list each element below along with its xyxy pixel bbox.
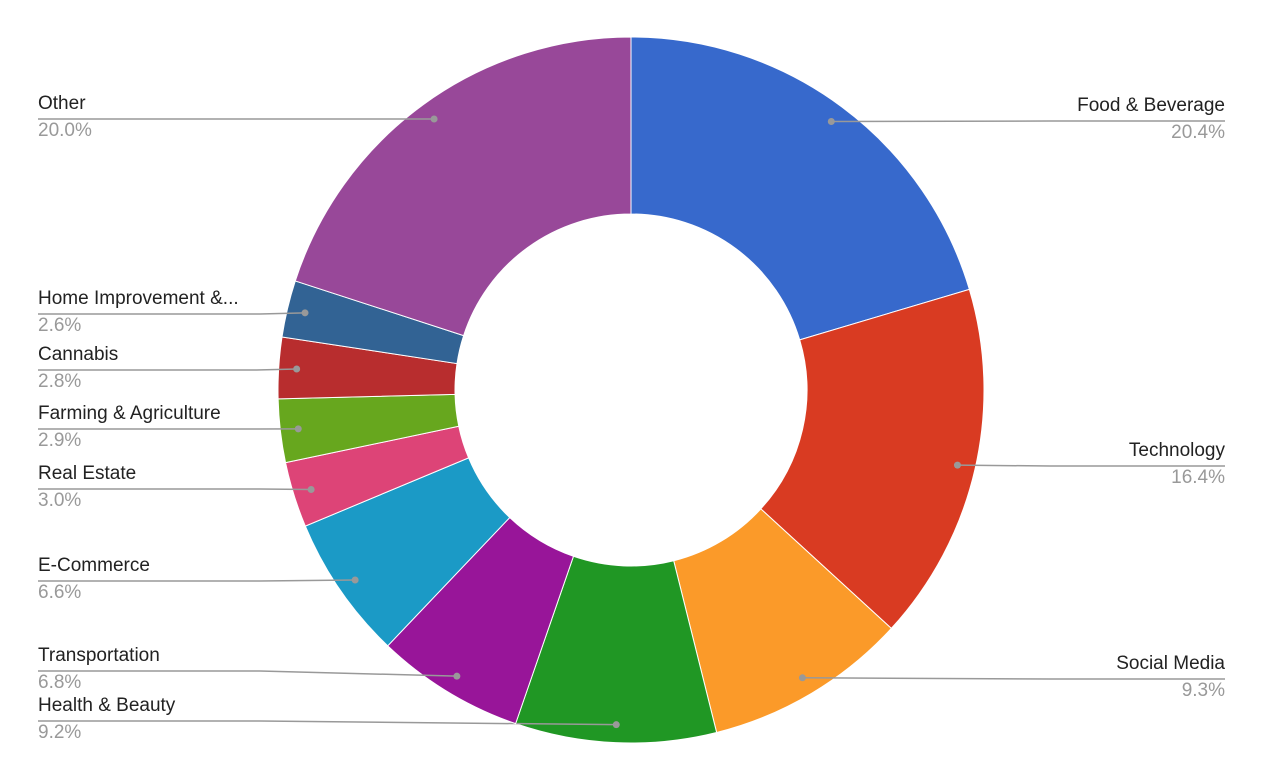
leader-dot [953, 461, 961, 469]
slice-label: Health & Beauty [38, 695, 176, 716]
slice-value-label: 20.4% [1171, 122, 1225, 143]
leader-line [38, 670, 457, 677]
leader-line [38, 720, 617, 726]
leader-dot [307, 486, 315, 494]
leader-line [38, 312, 306, 315]
slice-label: Home Improvement &... [38, 288, 239, 309]
slice-value-label: 2.6% [38, 315, 81, 336]
leader-dot [453, 672, 461, 680]
slice-label: Other [38, 93, 86, 114]
slice-label: Transportation [38, 645, 160, 666]
leader-line [38, 368, 297, 371]
slice-label: Real Estate [38, 463, 136, 484]
slice-value-label: 6.8% [38, 672, 81, 693]
slice-value-label: 20.0% [38, 120, 92, 141]
slice-label: Social Media [1116, 653, 1225, 674]
slice-label: Cannabis [38, 344, 118, 365]
leader-dot [798, 674, 806, 682]
leader-line [957, 464, 1225, 467]
slice-value-label: 9.3% [1182, 680, 1225, 701]
slice-label: Farming & Agriculture [38, 403, 221, 424]
slice-label: Food & Beverage [1077, 95, 1225, 116]
leader-dot [612, 721, 620, 729]
leader-dot [430, 115, 438, 123]
leader-line [38, 488, 312, 491]
slice-label: Technology [1129, 440, 1226, 461]
leader-dot [294, 425, 302, 433]
leader-line [802, 677, 1225, 680]
donut-slice [760, 288, 985, 630]
donut-slice [294, 36, 632, 337]
leader-line [38, 579, 356, 582]
slice-label: E-Commerce [38, 555, 150, 576]
slice-value-label: 2.9% [38, 430, 81, 451]
leader-dot [827, 117, 835, 125]
leader-dot [351, 576, 359, 584]
slice-value-label: 16.4% [1171, 467, 1225, 488]
slice-value-label: 9.2% [38, 722, 81, 743]
slice-value-label: 6.6% [38, 582, 81, 603]
slice-value-label: 3.0% [38, 490, 81, 511]
leader-dot [301, 309, 309, 317]
leader-dot [293, 365, 301, 373]
slice-value-label: 2.8% [38, 371, 81, 392]
donut-slice [630, 36, 970, 341]
